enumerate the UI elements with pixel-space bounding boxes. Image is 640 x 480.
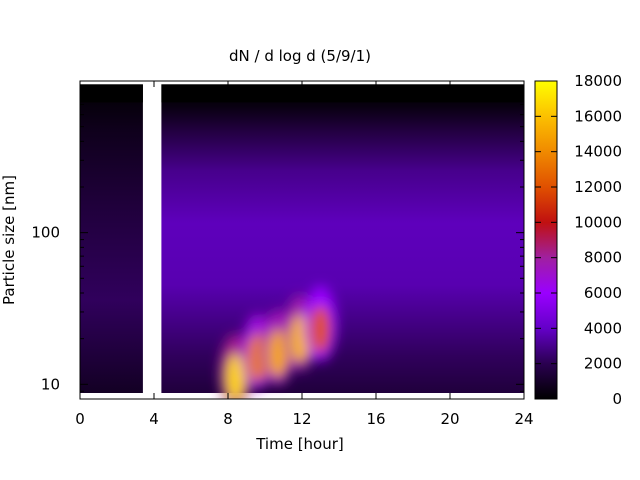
x-axis-label: Time [hour] [255,435,344,453]
chart-title: dN / d log d (5/9/1) [229,47,371,65]
colorbar-tick-label: 18000 [574,72,622,90]
x-tick-label: 4 [149,410,159,428]
colorbar [534,80,558,400]
x-tick-label: 20 [440,410,459,428]
heatmap-region-left [80,84,143,394]
colorbar-axis: 0 2000 4000 6000 8000 10000 12000 14000 16000 180… [535,72,622,408]
heatmap-peak [310,305,331,354]
y-axis-label: Particle size [nm] [0,175,18,305]
x-tick-label: 0 [75,410,85,428]
x-tick-label: 24 [514,410,533,428]
y-tick-label: 10 [41,375,60,393]
heatmap-top-band [161,84,524,103]
x-tick-label: 12 [292,410,311,428]
heatmap-top-band [80,84,143,103]
x-tick-label: 8 [223,410,233,428]
colorbar-tick-label: 10000 [574,213,622,231]
colorbar-tick-label: 8000 [584,249,622,267]
colorbar-tick-label: 0 [612,390,622,408]
y-tick-label: 100 [31,224,60,242]
heatmap [80,84,524,399]
colorbar-tick-label: 12000 [574,178,622,196]
heatmap-peaks [219,285,337,399]
heatmap-region-main [161,84,524,394]
colorbar-tick-label: 6000 [584,284,622,302]
colorbar-tick-label: 2000 [584,355,622,373]
colorbar-tick-label: 14000 [574,143,622,161]
heatmap-peak [267,329,288,378]
colorbar-tick-label: 16000 [574,107,622,125]
colorbar-tick-label: 4000 [584,319,622,337]
x-tick-label: 16 [366,410,385,428]
x-axis: 0 4 8 12 16 20 24 [75,81,534,428]
y-axis: 10 100 [31,87,524,400]
heatmap-peak [225,354,246,399]
